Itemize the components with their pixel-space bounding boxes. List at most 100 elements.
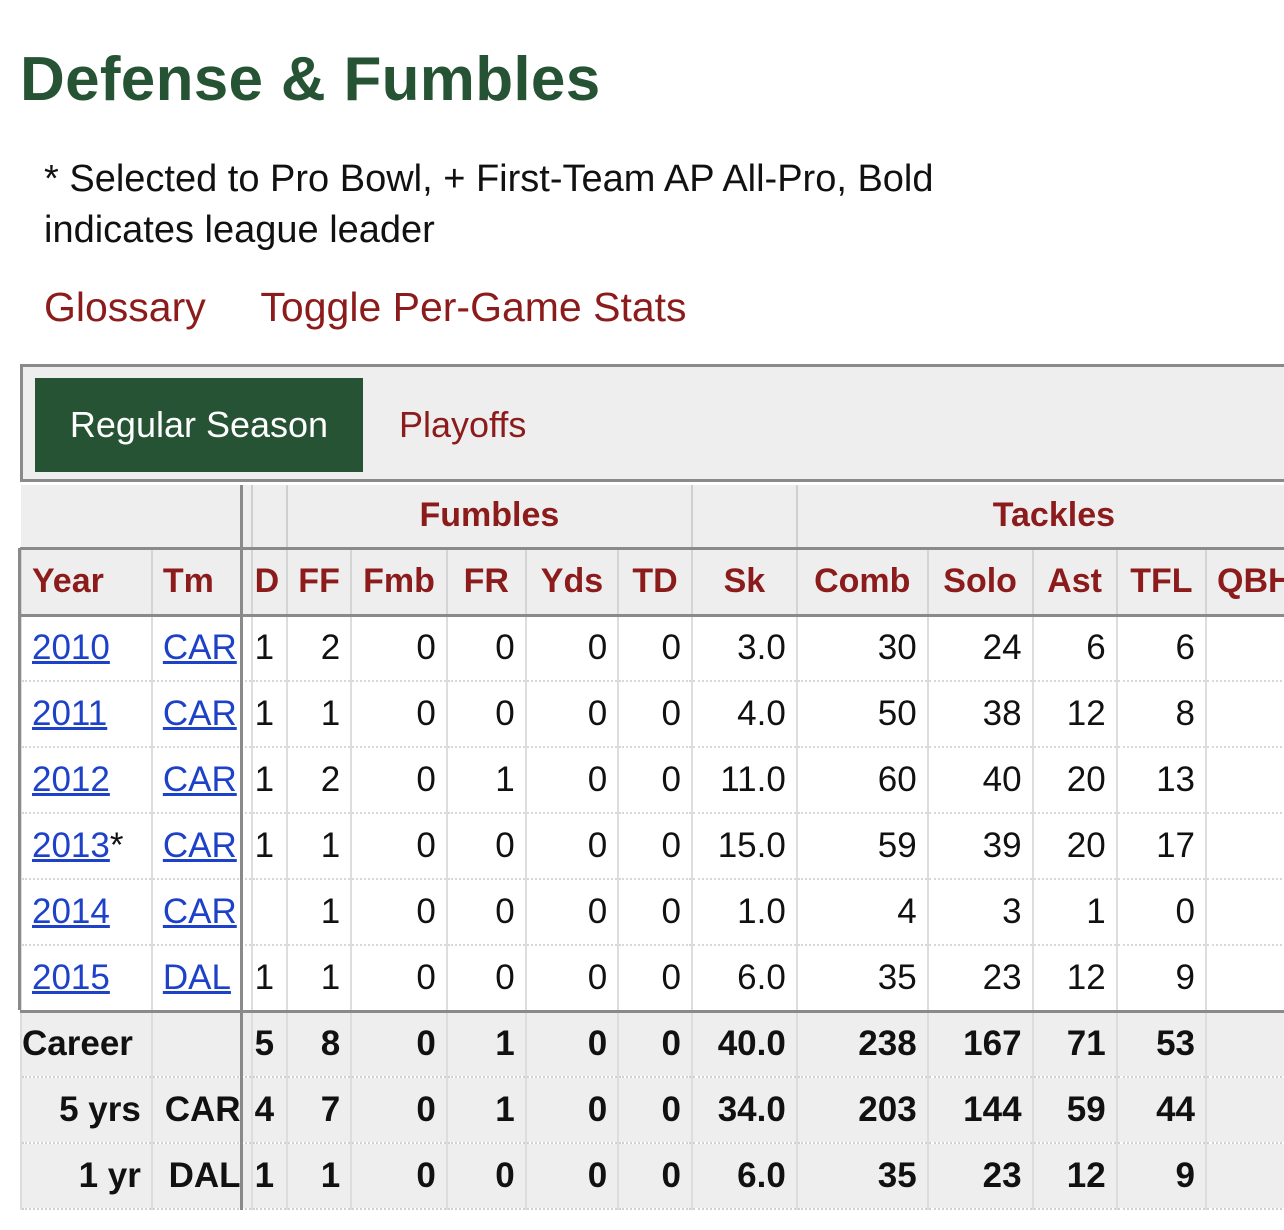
cell-solo: 39 [926, 813, 1033, 880]
team-link[interactable]: CAR [162, 892, 237, 931]
cell-d: 4 [250, 1077, 287, 1144]
group-blank-sk [690, 485, 797, 548]
summary-row-dal: 1 yr DAL 1 1 0 0 0 0 6.0 35 23 12 9 [20, 1143, 1284, 1210]
cell-comb: 35 [795, 945, 928, 1012]
cell-qbhi [1205, 681, 1284, 748]
cell-yds: 0 [524, 615, 619, 682]
cell-sk: 40.0 [690, 1009, 797, 1078]
cell-comb: 35 [795, 1143, 928, 1210]
cell-sk: 15.0 [690, 813, 797, 880]
table-row: 2013* CAR 1 1 0 0 0 0 15.0 59 39 20 17 [20, 813, 1284, 880]
col-header-tfl[interactable]: TFL [1115, 546, 1206, 617]
cell-yds: 0 [524, 1009, 619, 1078]
table-row: 2015 DAL 1 1 0 0 0 0 6.0 35 23 12 9 [20, 945, 1284, 1012]
team-cell: CAR [150, 681, 252, 748]
col-header-tm[interactable]: Tm [150, 546, 252, 617]
cell-qbhi [1205, 1143, 1284, 1210]
team-cell: CAR [150, 879, 252, 946]
cell-fr: 1 [445, 747, 526, 814]
year-link[interactable]: 2014 [32, 892, 110, 931]
tab-playoffs[interactable]: Playoffs [399, 404, 527, 445]
cell-yds: 0 [524, 879, 619, 946]
cell-qbhi [1205, 1009, 1284, 1078]
cell-fr: 1 [445, 1077, 526, 1144]
cell-d [250, 879, 287, 946]
summary-team: DAL [150, 1143, 252, 1210]
cell-d: 5 [250, 1009, 287, 1078]
cell-td: 0 [617, 879, 692, 946]
cell-qbhi [1205, 813, 1284, 880]
summary-team: CAR [150, 1077, 252, 1144]
cell-fr: 0 [445, 615, 526, 682]
team-link[interactable]: CAR [162, 628, 237, 668]
cell-solo: 24 [926, 615, 1033, 682]
tab-regular-season[interactable]: Regular Season [35, 378, 363, 472]
col-header-sk[interactable]: Sk [690, 546, 797, 617]
table-row: 2011 CAR 1 1 0 0 0 0 4.0 50 38 12 8 [20, 681, 1284, 748]
col-header-comb[interactable]: Comb [795, 546, 928, 617]
team-link[interactable]: CAR [162, 760, 237, 799]
cell-ff: 1 [285, 1143, 352, 1210]
col-header-td[interactable]: TD [617, 546, 692, 617]
col-header-fmb[interactable]: Fmb [350, 546, 447, 617]
glossary-link[interactable]: Glossary [44, 284, 206, 330]
cell-solo: 167 [926, 1009, 1033, 1078]
legend-note: * Selected to Pro Bowl, + First-Team AP … [44, 158, 934, 251]
group-fumbles: Fumbles [285, 485, 692, 548]
year-link[interactable]: 2010 [32, 628, 110, 668]
col-header-fr[interactable]: FR [445, 546, 526, 617]
cell-comb: 60 [795, 747, 928, 814]
col-header-year[interactable]: Year [20, 546, 152, 617]
team-cell: CAR [150, 615, 252, 682]
col-header-qbhi[interactable]: QBHi [1205, 546, 1284, 617]
col-header-solo[interactable]: Solo [926, 546, 1033, 617]
year-link[interactable]: 2011 [32, 694, 108, 733]
team-cell: CAR [150, 747, 252, 814]
cell-comb: 203 [795, 1077, 928, 1144]
col-header-ff[interactable]: FF [285, 546, 352, 617]
table-left-border [18, 548, 21, 1010]
team-link[interactable]: CAR [162, 694, 237, 733]
summary-team [150, 1009, 252, 1078]
col-header-yds[interactable]: Yds [524, 546, 619, 617]
cell-td: 0 [617, 945, 692, 1012]
cell-ast: 20 [1031, 747, 1117, 814]
cell-tfl: 9 [1115, 945, 1206, 1012]
group-blank [21, 485, 252, 548]
cell-yds: 0 [524, 747, 619, 814]
team-cell: DAL [150, 945, 252, 1012]
year-link[interactable]: 2013 [32, 826, 110, 865]
cell-d: 1 [250, 813, 287, 880]
cell-fr: 0 [445, 945, 526, 1012]
year-link[interactable]: 2015 [32, 957, 110, 997]
cell-sk: 6.0 [690, 1143, 797, 1210]
cell-d: 1 [250, 945, 287, 1012]
summary-row-car: 5 yrs CAR 4 7 0 1 0 0 34.0 203 144 59 44 [20, 1077, 1284, 1144]
cell-td: 0 [617, 747, 692, 814]
cell-sk: 1.0 [690, 879, 797, 946]
team-cell: CAR [150, 813, 252, 880]
cell-ff: 7 [285, 1077, 352, 1144]
team-link[interactable]: CAR [162, 826, 237, 865]
col-header-ast[interactable]: Ast [1031, 546, 1117, 617]
cell-fmb: 0 [350, 747, 447, 814]
season-filter-bar: Regular Season Playoffs [20, 364, 1284, 482]
cell-fmb: 0 [350, 1009, 447, 1078]
cell-td: 0 [617, 1077, 692, 1144]
team-link[interactable]: DAL [162, 957, 231, 997]
cell-comb: 50 [795, 681, 928, 748]
cell-td: 0 [617, 1009, 692, 1078]
table-row: 2010 CAR 1 2 0 0 0 0 3.0 30 24 6 6 [20, 615, 1284, 682]
cell-fmb: 0 [350, 615, 447, 682]
cell-td: 0 [617, 681, 692, 748]
year-link[interactable]: 2012 [32, 760, 110, 799]
cell-tfl: 9 [1115, 1143, 1206, 1210]
cell-fr: 0 [445, 681, 526, 748]
cell-yds: 0 [524, 681, 619, 748]
toggle-per-game-link[interactable]: Toggle Per-Game Stats [260, 284, 687, 330]
cell-comb: 59 [795, 813, 928, 880]
award-mark: * [109, 826, 124, 865]
cell-comb: 4 [795, 879, 928, 946]
col-header-d[interactable]: D [250, 546, 287, 617]
stats-table-scroller[interactable]: Fumbles Tackles Year Tm D FF Fmb FR Yds … [0, 485, 1284, 1210]
